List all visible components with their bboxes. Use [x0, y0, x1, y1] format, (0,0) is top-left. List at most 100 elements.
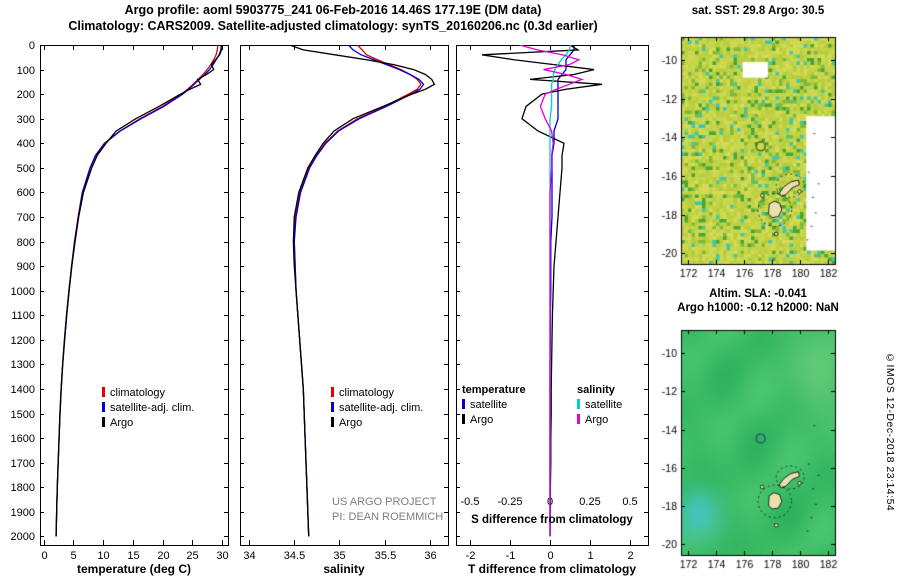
argo-t-line-swatch: [462, 414, 465, 424]
s-difference-axis-label: S difference from climatology: [471, 514, 633, 526]
svg-text:1: 1: [587, 550, 593, 562]
svg-text:34.5: 34.5: [284, 550, 305, 562]
svg-text:1900: 1900: [11, 507, 35, 519]
legend-item: Argo: [577, 413, 622, 428]
sla-map-title-line2: Argo h1000: -0.12 h2000: NaN: [677, 302, 839, 314]
difference-legend-temperature: temperature satellite Argo: [462, 383, 526, 428]
legend-item: Argo: [102, 416, 194, 431]
svg-text:1100: 1100: [11, 310, 35, 322]
argo-line-swatch: [331, 417, 334, 427]
svg-text:400: 400: [17, 138, 35, 150]
svg-text:200: 200: [17, 89, 35, 101]
legend-label: Argo: [339, 417, 363, 429]
svg-text:0: 0: [29, 40, 35, 52]
profile-panels: 0 5 10 15 20 25 300100200300400500600700800900…: [11, 40, 649, 562]
legend-group-title: temperature: [462, 384, 526, 396]
legend-label: satellite: [585, 399, 623, 411]
svg-text:36: 36: [424, 550, 436, 562]
climatology-line-swatch: [102, 387, 105, 397]
svg-text:35.5: 35.5: [375, 550, 396, 562]
svg-text:1500: 1500: [11, 409, 35, 421]
series-Argo: [289, 45, 436, 537]
temperature-legend: climatology satellite-adj. clim. Argo: [102, 386, 194, 431]
plot-border: [456, 45, 649, 546]
svg-text:1600: 1600: [11, 433, 35, 445]
satellite-clim-line-swatch: [331, 402, 334, 412]
series-Argo: [55, 45, 223, 537]
legend-label: Argo: [110, 417, 134, 429]
argo-s-line-swatch: [577, 414, 580, 424]
legend-item: Argo: [462, 413, 526, 428]
svg-text:100: 100: [17, 65, 35, 77]
series-satellite-adj. clim.: [293, 45, 425, 537]
svg-text:0: 0: [547, 550, 553, 562]
legend-label: climatology: [339, 387, 395, 399]
svg-text:800: 800: [17, 237, 35, 249]
svg-text:-2: -2: [466, 550, 476, 562]
svg-text:1700: 1700: [11, 458, 35, 470]
svg-text:0: 0: [41, 550, 47, 562]
figure-title-line2: Climatology: CARS2009. Satellite-adjuste…: [68, 19, 598, 33]
svg-text:30: 30: [216, 550, 228, 562]
sst-map-title: sat. SST: 29.8 Argo: 30.5: [691, 5, 825, 17]
legend-label: climatology: [110, 387, 166, 399]
svg-text:1400: 1400: [11, 384, 35, 396]
climatology-line-swatch: [331, 387, 334, 397]
project-annotation-line1: US ARGO PROJECT: [332, 496, 437, 508]
svg-text:900: 900: [17, 261, 35, 273]
legend-item: satellite: [577, 398, 622, 413]
svg-text:0.25: 0.25: [579, 496, 600, 508]
t-difference-axis-label: T difference from climatology: [467, 562, 637, 576]
sla-map: [655, 317, 847, 579]
svg-text:-0.25: -0.25: [497, 496, 522, 508]
satellite-t-line-swatch: [462, 399, 465, 409]
temperature-axis-label: temperature (deg C): [76, 562, 192, 576]
legend-item: climatology: [102, 386, 194, 401]
svg-text:35: 35: [333, 550, 345, 562]
svg-text:600: 600: [17, 187, 35, 199]
plot-border: [240, 45, 449, 546]
legend-label: Argo: [585, 414, 609, 426]
project-annotation-line2: PI: DEAN ROEMMICH: [332, 511, 444, 523]
legend-label: satellite-adj. clim.: [110, 402, 195, 414]
series-temperature-Argo: [481, 45, 603, 537]
svg-text:-1: -1: [506, 550, 516, 562]
salinity-legend: climatology satellite-adj. clim. Argo: [331, 386, 423, 431]
legend-group-title: salinity: [577, 384, 615, 396]
svg-text:34: 34: [243, 550, 255, 562]
legend-item: climatology: [331, 386, 423, 401]
sst-map: [655, 24, 847, 286]
svg-text:700: 700: [17, 212, 35, 224]
svg-text:10: 10: [97, 550, 109, 562]
svg-text:1000: 1000: [11, 286, 35, 298]
svg-text:1800: 1800: [11, 482, 35, 494]
legend-label: Argo: [470, 414, 494, 426]
svg-text:5: 5: [70, 550, 76, 562]
svg-text:300: 300: [17, 114, 35, 126]
legend-item: Argo: [331, 416, 423, 431]
legend-label: satellite: [470, 399, 508, 411]
svg-text:25: 25: [186, 550, 198, 562]
difference-legend-salinity: salinity satellite Argo: [577, 383, 622, 428]
satellite-s-line-swatch: [577, 399, 580, 409]
argo-line-swatch: [102, 417, 105, 427]
satellite-clim-line-swatch: [102, 402, 105, 412]
legend-item: satellite: [462, 398, 526, 413]
svg-text:1300: 1300: [11, 359, 35, 371]
svg-text:20: 20: [157, 550, 169, 562]
svg-text:15: 15: [127, 550, 139, 562]
legend-label: satellite-adj. clim.: [339, 402, 424, 414]
svg-text:0.5: 0.5: [622, 496, 637, 508]
svg-text:500: 500: [17, 163, 35, 175]
copyright-watermark: ©IMOS 12-Dec-2018 23:14:54: [884, 352, 896, 512]
figure-title-line1: Argo profile: aoml 5903775_241 06-Feb-20…: [124, 3, 542, 17]
salinity-axis-label: salinity: [323, 562, 365, 576]
svg-text:2: 2: [627, 550, 633, 562]
legend-item: satellite-adj. clim.: [331, 401, 423, 416]
svg-text:-0.5: -0.5: [461, 496, 480, 508]
series-salinity-Argo: [519, 45, 584, 537]
plot-border: [40, 45, 229, 546]
svg-text:1200: 1200: [11, 335, 35, 347]
svg-text:2000: 2000: [11, 531, 35, 543]
